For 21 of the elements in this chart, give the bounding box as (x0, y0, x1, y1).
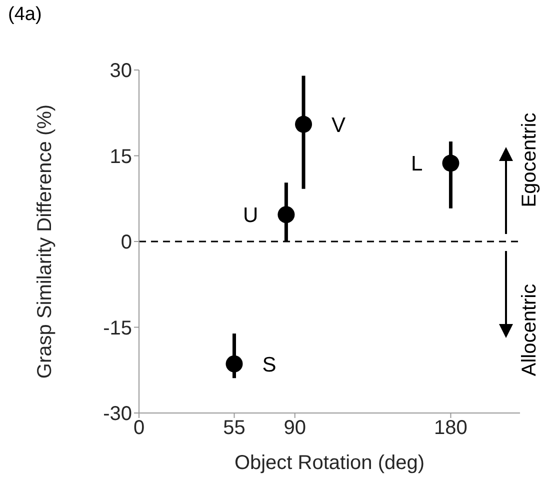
x-tick-label: 90 (284, 417, 306, 440)
annotation: Allocentric (518, 283, 542, 376)
y-tick-label: -15 (103, 317, 132, 340)
chart-title: (4a) (8, 4, 42, 26)
y-tick-label: 30 (110, 60, 132, 82)
point (278, 206, 295, 224)
annotation: Egocentric (518, 112, 542, 207)
x-tick-label: 55 (223, 417, 246, 440)
annotation: S (262, 353, 276, 376)
annotation: L (411, 152, 423, 176)
annotation: U (243, 204, 258, 228)
y-tick-label: -30 (103, 403, 132, 426)
y-axis-title: Grasp Similarity Difference (%) (34, 104, 56, 379)
point (442, 154, 460, 172)
y-tick-label: 15 (110, 146, 132, 168)
y-tick-label: 0 (120, 232, 132, 254)
x-axis-title: Object Rotation (deg) (234, 452, 425, 474)
point (226, 355, 243, 372)
annotation: V (332, 114, 346, 137)
point (295, 116, 312, 133)
x-tick-label: 180 (434, 417, 468, 440)
